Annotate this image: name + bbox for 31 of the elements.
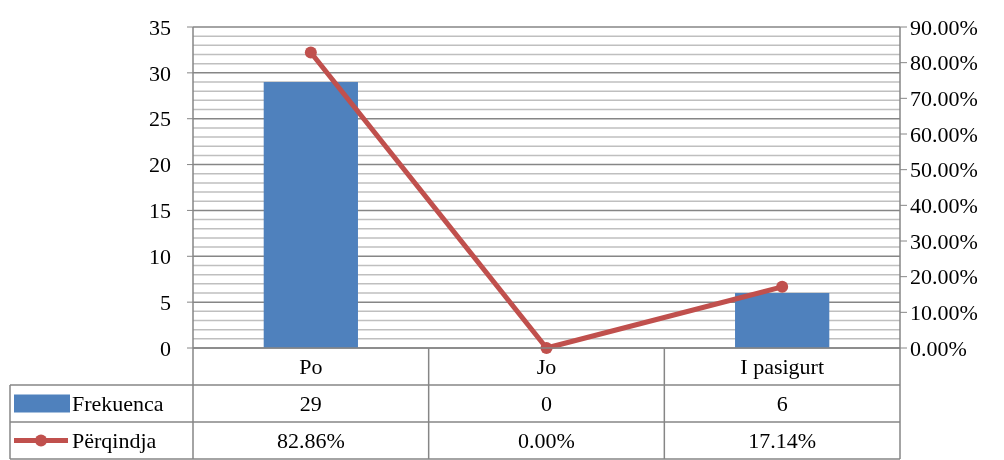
data-label: 0.00% [518,428,575,454]
y2-tick-label: 20.00% [910,264,978,290]
y2-tick-label: 30.00% [910,228,978,254]
x-tick-label: Po [299,354,323,380]
y2-tick-label: 90.00% [910,14,978,40]
y2-tick-label: 10.00% [910,300,978,326]
x-tick-label: I pasigurt [740,354,825,380]
y-tick-label: 20 [149,152,171,178]
x-tick-label: Jo [536,354,557,380]
y2-tick-label: 60.00% [910,121,978,147]
data-label: 17.14% [748,428,817,454]
y2-tick-label: 0.00% [910,335,967,361]
y-tick-label: 10 [149,243,171,269]
y-tick-label: 0 [160,335,171,361]
data-label: 6 [776,391,788,417]
y2-tick-label: 40.00% [910,193,978,219]
y-tick-label: 25 [149,106,171,132]
y2-tick-label: 50.00% [910,157,978,183]
data-label: 0 [541,391,552,417]
y-tick-label: 30 [149,60,171,86]
legend-label: Frekuenca [72,391,164,417]
point [304,46,317,59]
data-label: 29 [299,391,322,417]
y-tick-label: 5 [160,289,171,315]
y-tick-label: 15 [149,198,171,224]
legend-label: Përqindja [72,428,157,454]
data-label: 82.86% [276,428,345,454]
y-tick-label: 35 [149,14,171,40]
y2-tick-label: 70.00% [910,86,978,112]
y2-tick-label: 80.00% [910,50,978,76]
point [776,280,789,293]
